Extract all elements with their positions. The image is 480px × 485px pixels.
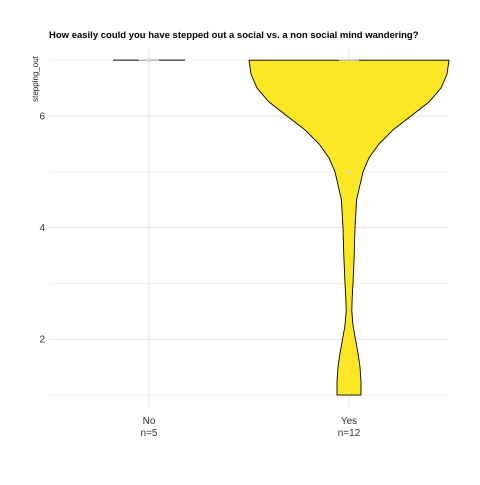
y-axis-label: stepping_out [31, 55, 40, 102]
violins [113, 57, 450, 396]
x-tick-label: Yes [341, 416, 357, 427]
violin-yes [248, 59, 450, 396]
y-tick-label: 6 [39, 111, 45, 122]
mean-point [346, 169, 352, 174]
x-tick-label: No [143, 416, 156, 427]
x-tick-count-label: n=5 [141, 428, 158, 439]
mean-point [146, 57, 152, 63]
chart-title: How easily could you have stepped out a … [49, 30, 419, 41]
x-tick-count-label: n=12 [338, 428, 361, 439]
y-tick-label: 4 [39, 223, 45, 234]
y-tick-label: 2 [39, 335, 45, 346]
